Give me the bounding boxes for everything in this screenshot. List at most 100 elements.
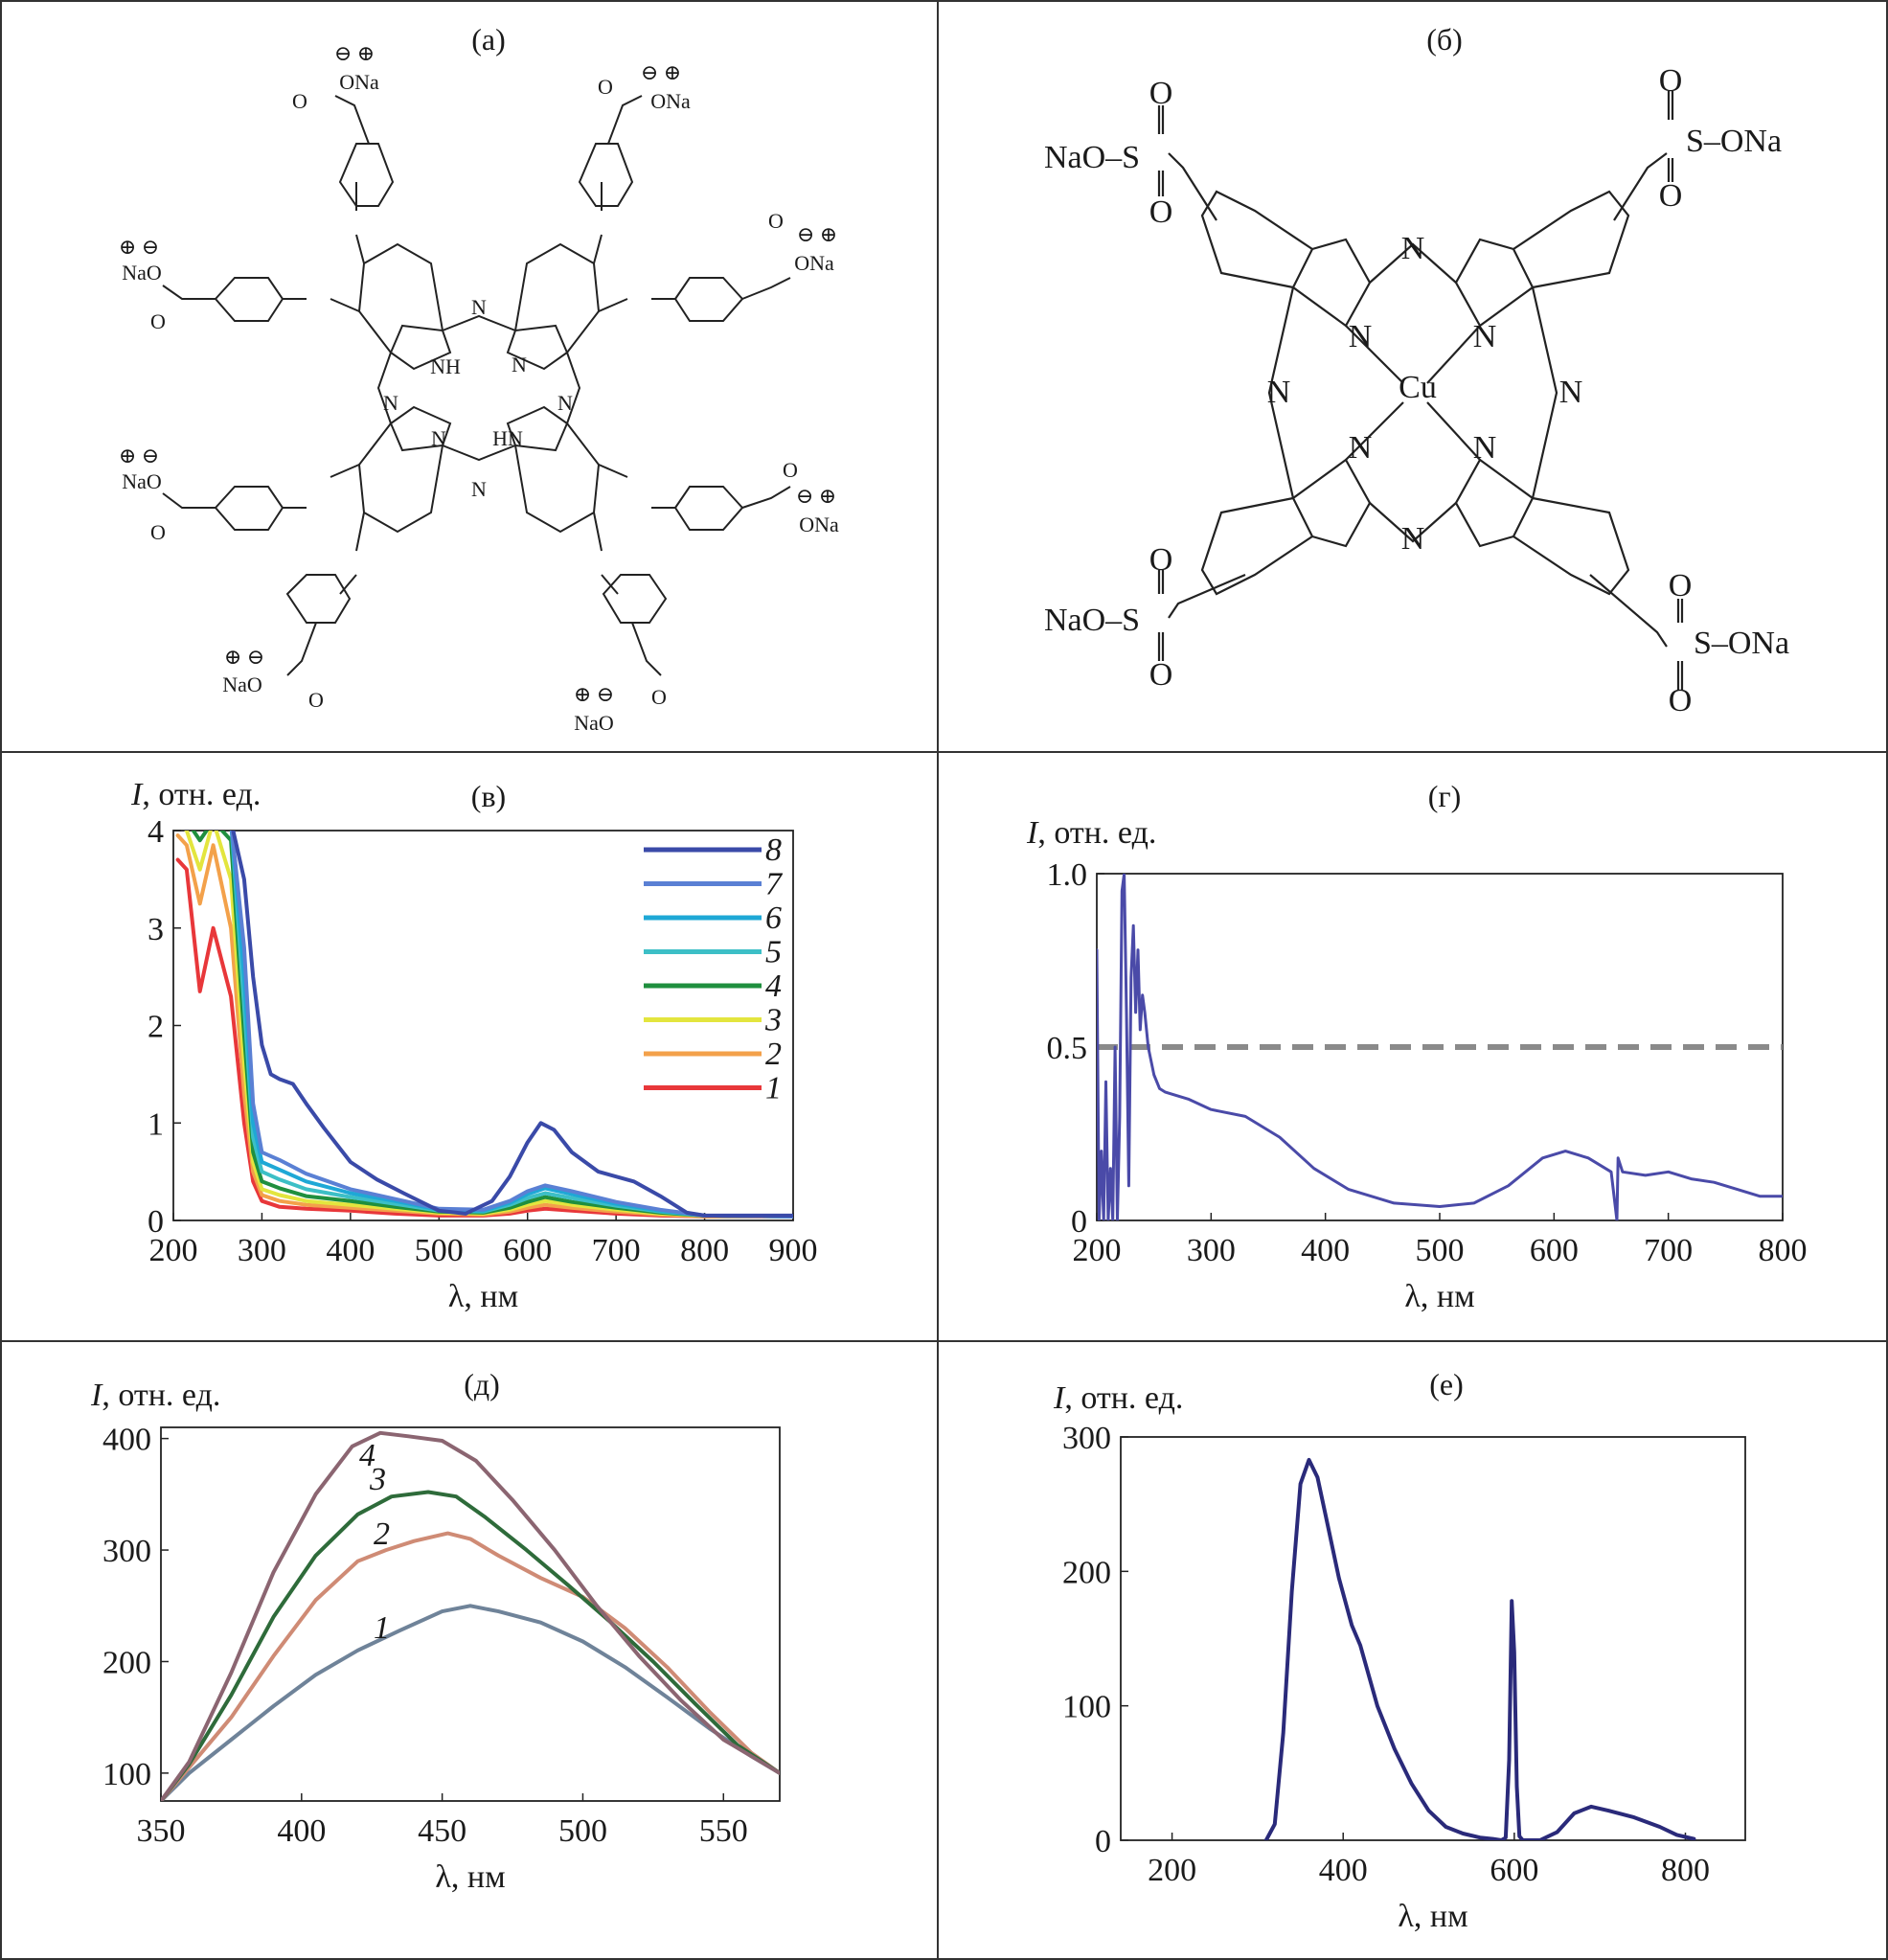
- y-axis-label-var: I: [130, 777, 144, 812]
- series-line-1: [161, 1604, 780, 1801]
- series-line-3: [161, 1490, 780, 1801]
- y-tick-label: 1: [148, 1106, 164, 1142]
- y-tick-label: 100: [102, 1757, 151, 1792]
- x-tick-label: 300: [1187, 1233, 1236, 1268]
- series-line: [1097, 874, 1783, 1220]
- sulfonate-o-1a-b: O: [1149, 76, 1173, 111]
- sulfonate-label-3-b: NaO–S: [1044, 603, 1140, 638]
- panel-a: (а): [119, 22, 839, 735]
- panel-e-emission-chart: (е) 200 400 600 800 0 100 200 300 I, отн. ед. λ, …: [1053, 1367, 1746, 1934]
- atom-n-meso-right-a: N: [557, 391, 573, 415]
- panel-label-a: (а): [471, 22, 506, 57]
- y-axis-label-var: I: [1026, 815, 1039, 851]
- y-tick-label: 400: [102, 1423, 151, 1458]
- y-tick-label: 0: [1095, 1824, 1111, 1859]
- panel-label-g: (г): [1428, 779, 1461, 813]
- atom-ona-1-a: ONa: [339, 70, 379, 94]
- y-axis-label: I, отн. ед.: [1053, 1380, 1183, 1416]
- legend-label-6: 6: [765, 900, 782, 936]
- atom-ona-6-a: ONa: [799, 513, 839, 536]
- x-tick-label: 700: [1644, 1233, 1693, 1268]
- y-axis-label-unit: , отн. ед.: [1064, 1380, 1183, 1416]
- atom-n-inner-1-b: N: [1349, 319, 1373, 354]
- series-group: [1097, 874, 1783, 1220]
- y-tick-label: 0: [148, 1204, 164, 1240]
- x-tick-label: 550: [699, 1813, 748, 1849]
- series-group: [161, 1430, 780, 1801]
- atom-nao-8-a: NaO: [574, 711, 614, 735]
- atom-ona-2-a: ONa: [650, 89, 691, 113]
- x-tick-label: 300: [238, 1233, 286, 1268]
- y-tick-label: 1.0: [1047, 857, 1088, 893]
- x-axis-label: λ, нм: [1404, 1279, 1474, 1314]
- series-line-5: [229, 831, 793, 1219]
- series-line-4: [191, 831, 793, 1219]
- atom-cu-b: Cu: [1399, 370, 1437, 405]
- y-axis-label: I, отн. ед.: [130, 777, 261, 812]
- x-tick-label: 350: [137, 1813, 186, 1849]
- atom-hn-a: HN: [492, 426, 523, 450]
- sulfonate-o-4a-b: O: [1669, 568, 1693, 604]
- y-tick-label: 3: [148, 912, 164, 947]
- atom-n-inner-4-b: N: [1473, 430, 1497, 466]
- y-tick-label: 200: [102, 1645, 151, 1680]
- y-tick-label: 100: [1062, 1690, 1111, 1725]
- curve-label-2: 2: [374, 1516, 390, 1552]
- panel-b: (б) Cu N N: [1044, 22, 1789, 718]
- series-line-1: [175, 857, 793, 1219]
- aryloxy-arms-a: [162, 95, 791, 676]
- charges-6-a: ⊖ ⊕: [796, 484, 836, 508]
- legend-label-1: 1: [765, 1071, 782, 1106]
- atom-ona-4-a: ONa: [794, 251, 834, 275]
- series-line-8: [231, 831, 793, 1218]
- y-tick-label: 300: [102, 1534, 151, 1569]
- atom-o-8-a: O: [651, 685, 667, 709]
- atom-n-meso-left-a: N: [383, 391, 398, 415]
- structure-a: [162, 95, 791, 676]
- y-axis-label-var: I: [90, 1378, 103, 1413]
- x-tick-label: 800: [1759, 1233, 1808, 1268]
- x-tick-label: 900: [769, 1233, 818, 1268]
- legend-label-5: 5: [765, 935, 782, 970]
- plot-frame: [160, 1426, 781, 1802]
- series-group: [1263, 1457, 1696, 1840]
- atom-labels-a: N N N N NH HN N N ONa O ⊖ ⊕ ONa O ⊖ ⊕ Na…: [119, 41, 839, 735]
- structure-b: [1157, 91, 1684, 690]
- x-tick-label: 200: [1148, 1853, 1196, 1888]
- charges-5-a: ⊕ ⊖: [119, 444, 159, 467]
- x-tick-label: 400: [326, 1233, 375, 1268]
- y-tick-label: 2: [148, 1010, 164, 1045]
- x-axis-label: λ, нм: [1398, 1899, 1467, 1934]
- atom-o-6-a: O: [783, 458, 798, 482]
- x-tick-label: 400: [277, 1813, 326, 1849]
- series-line-3: [184, 831, 793, 1219]
- y-axis-label-unit: , отн. ед.: [102, 1378, 220, 1413]
- panel-label-v: (в): [471, 779, 506, 813]
- sulfonate-label-2-b: S–ONa: [1686, 124, 1782, 159]
- y-tick-label: 300: [1062, 1421, 1111, 1456]
- x-tick-label: 200: [1073, 1233, 1122, 1268]
- atom-o-3-a: O: [150, 309, 166, 333]
- atom-n-meso-top-a: N: [471, 295, 487, 319]
- y-axis-label-unit: , отн. ед.: [142, 777, 261, 812]
- atom-n-meso-left-b: N: [1267, 375, 1291, 410]
- y-tick-label: 0: [1071, 1204, 1087, 1240]
- x-tick-label: 600: [1490, 1853, 1538, 1888]
- atom-nao-7-a: NaO: [222, 672, 262, 696]
- atom-o-4-a: O: [768, 209, 784, 233]
- atom-o-7-a: O: [308, 688, 324, 712]
- panel-label-d: (д): [464, 1367, 500, 1402]
- sulfonate-o-3a-b: O: [1149, 542, 1173, 578]
- x-tick-label: 500: [558, 1813, 607, 1849]
- atom-n-inner-3-b: N: [1349, 430, 1373, 466]
- x-tick-label: 500: [415, 1233, 464, 1268]
- y-tick-label: 200: [1062, 1555, 1111, 1590]
- series-line: [1263, 1457, 1696, 1840]
- x-tick-label: 500: [1416, 1233, 1465, 1268]
- series-line-7: [230, 831, 793, 1219]
- y-axis-label: I, отн. ед.: [1026, 815, 1156, 851]
